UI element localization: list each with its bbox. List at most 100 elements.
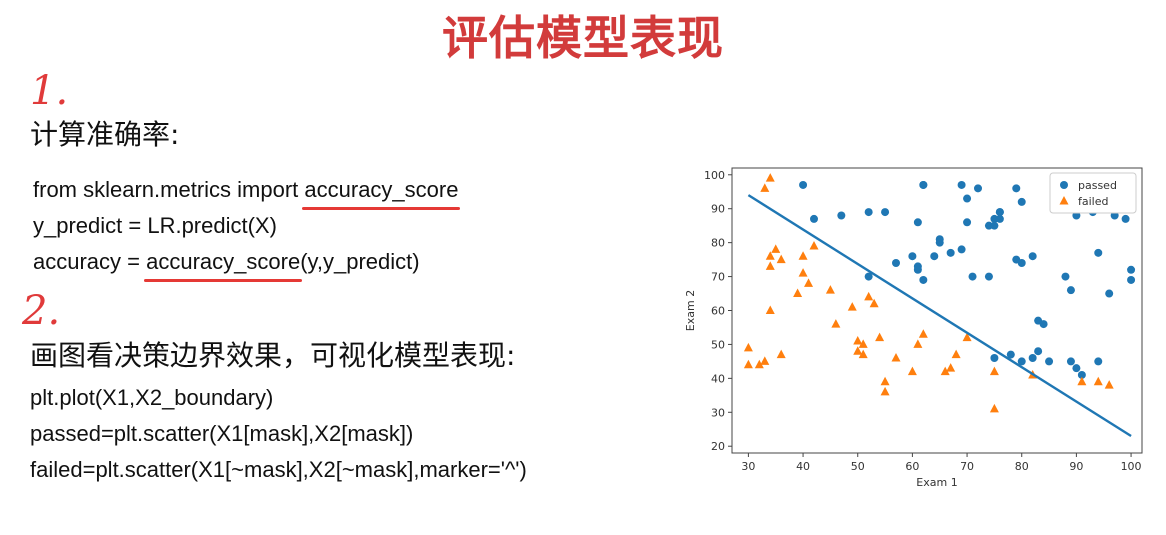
failed-point (743, 342, 753, 352)
x-tick-label: 30 (741, 460, 755, 473)
passed-point (881, 208, 890, 217)
code-line: from sklearn.metrics import accuracy_sco… (33, 172, 461, 210)
legend-failed-label: failed (1078, 195, 1108, 208)
legend-failed-marker (1059, 196, 1069, 205)
failed-point (946, 363, 956, 372)
failed-point (765, 173, 775, 182)
y-tick-label: 70 (711, 271, 725, 284)
passed-point (1034, 347, 1043, 356)
failed-point (891, 353, 901, 362)
passed-point (946, 248, 955, 257)
passed-point (864, 208, 873, 217)
passed-point (930, 252, 939, 261)
failed-point (940, 366, 950, 376)
y-tick-label: 90 (711, 203, 725, 216)
passed-point (990, 214, 999, 223)
failed-point (765, 305, 775, 314)
failed-point (864, 291, 874, 301)
passed-point (892, 259, 900, 267)
failed-point (875, 332, 885, 342)
passed-point (837, 211, 846, 220)
code-line: y_predict = LR.predict(X) (33, 213, 277, 238)
failed-point (869, 298, 879, 308)
passed-point (984, 272, 993, 281)
passed-point (1105, 289, 1114, 298)
code-line: failed=plt.scatter(X1[~mask],X2[~mask],m… (30, 457, 527, 482)
step-1-marker: 1. (30, 68, 69, 114)
y-tick-label: 60 (711, 305, 725, 318)
passed-point (995, 214, 1004, 223)
failed-point (760, 356, 770, 365)
failed-point (962, 332, 972, 342)
failed-point (743, 359, 753, 369)
failed-point (776, 254, 786, 264)
passed-point (974, 184, 982, 193)
failed-point (880, 376, 890, 386)
x-tick-label: 70 (960, 460, 974, 473)
passed-point (990, 354, 999, 362)
passed-point (1077, 370, 1086, 379)
failed-point (853, 336, 863, 345)
passed-point (1066, 286, 1075, 295)
x-tick-label: 40 (796, 460, 810, 473)
step-2-marker: 2. (22, 288, 61, 334)
failed-point (951, 349, 961, 359)
code-text: accuracy = (33, 249, 147, 274)
failed-point (776, 349, 786, 359)
passed-point (1094, 248, 1103, 257)
failed-point (765, 251, 775, 260)
passed-point (913, 265, 922, 274)
y-axis-label: Exam 2 (684, 290, 697, 331)
failed-point (754, 359, 764, 369)
failed-point (804, 278, 814, 287)
heading-accuracy: 计算准确率: (30, 118, 180, 151)
passed-point (919, 275, 928, 284)
passed-point (1127, 275, 1136, 284)
failed-point (771, 244, 781, 253)
passed-point (799, 180, 808, 189)
failed-point (825, 285, 835, 294)
passed-point (1028, 354, 1037, 362)
failed-point (853, 346, 863, 355)
failed-point (880, 386, 890, 396)
passed-point (1012, 184, 1021, 193)
failed-point (1093, 376, 1103, 386)
y-tick-label: 20 (711, 440, 725, 453)
failed-point (858, 339, 868, 348)
passed-point (957, 245, 966, 254)
x-axis-label: Exam 1 (916, 476, 957, 489)
passed-point (995, 208, 1004, 217)
failed-point (847, 302, 857, 311)
legend-passed-label: passed (1078, 179, 1117, 192)
passed-point (1066, 357, 1075, 366)
code-text: from sklearn.metrics import (33, 177, 305, 202)
legend-passed-marker (1060, 181, 1068, 189)
code-line: passed=plt.scatter(X1[mask],X2[mask]) (30, 421, 414, 446)
y-tick-label: 30 (711, 406, 725, 419)
x-tick-label: 60 (905, 460, 919, 473)
passed-point (1127, 265, 1136, 274)
y-tick-label: 40 (711, 372, 725, 385)
failed-point (760, 183, 770, 192)
passed-point (990, 221, 999, 230)
passed-point (1017, 197, 1026, 206)
scatter-chart: 30 40 50 60 70 80 90 100 20 30 40 50 60 70 80 90 100 Exam… (684, 167, 1143, 489)
passed-point (1061, 272, 1070, 281)
passed-point (1121, 214, 1130, 223)
failed-point (798, 268, 808, 277)
passed-point (1045, 357, 1054, 366)
failed-point (989, 366, 999, 376)
passed-point (1006, 350, 1015, 359)
y-tick-label: 50 (711, 338, 725, 351)
x-tick-label: 90 (1069, 460, 1083, 473)
underlined-function: accuracy_score (302, 172, 461, 210)
failed-point (809, 241, 819, 250)
code-block-plot: plt.plot(X1,X2_boundary) passed=plt.scat… (30, 380, 527, 488)
x-tick-label: 100 (1121, 460, 1142, 473)
heading-visualize: 画图看决策边界效果，可视化模型表现: (30, 339, 516, 372)
failed-point (798, 251, 808, 260)
passed-point (908, 252, 917, 261)
passed-point (1017, 357, 1026, 366)
legend-box (1049, 172, 1137, 214)
failed-point (858, 349, 868, 359)
